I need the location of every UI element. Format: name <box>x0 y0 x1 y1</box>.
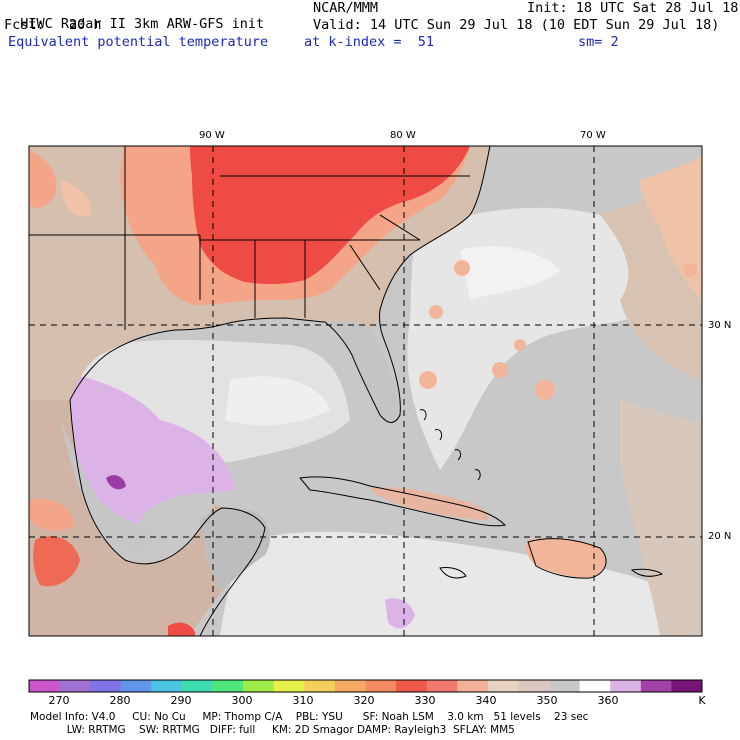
atlantic-white-region-2 <box>460 246 560 300</box>
caribbean-white-region <box>220 531 702 636</box>
atlantic-blob <box>454 260 470 276</box>
mexico-salmon-spot <box>30 498 75 532</box>
lon-label-90w: 90 W <box>199 130 225 141</box>
cuba-outline <box>299 476 507 527</box>
bahamas-outline <box>419 409 481 481</box>
lat-label-20n: 20 N <box>708 531 732 542</box>
lat-lon-grid <box>29 146 702 636</box>
colorbar-swatch <box>579 680 611 692</box>
colorbar-swatch <box>487 680 519 692</box>
colorbar-label: 330 <box>414 694 436 707</box>
atlantic-blob <box>514 339 526 351</box>
colorbar-swatch <box>518 680 550 692</box>
map-frame <box>28 145 703 637</box>
colorbar-swatch <box>365 680 397 692</box>
smoothing-info: sm= 2 <box>578 34 619 50</box>
peach-patch-nw <box>60 180 91 217</box>
jamaica-outline <box>439 567 467 579</box>
hispaniola-peach <box>526 537 606 578</box>
colorbar-swatch <box>426 680 458 692</box>
purple-spot <box>106 475 126 490</box>
atlantic-blob <box>535 380 555 400</box>
colorbar-label: 300 <box>231 694 253 707</box>
title-line: HIWC Radar II 3km ARW-GFS init <box>4 0 264 32</box>
mexico-red-spot <box>33 536 80 587</box>
mexico-gray <box>60 420 170 551</box>
atlantic-blob <box>419 371 437 389</box>
model-title: HIWC Radar II 3km ARW-GFS init <box>20 16 265 32</box>
colorbar-label: 320 <box>353 694 375 707</box>
model-info-line1: Model Info: V4.0 CU: No Cu MP: Thomp C/A… <box>30 711 589 723</box>
lon-label-80w: 80 W <box>390 130 416 141</box>
colorbar-swatch <box>151 680 183 692</box>
atlantic-blob <box>492 362 508 378</box>
state-lines <box>29 146 470 330</box>
colorbar-swatch <box>90 680 122 692</box>
level-info: at k-index = 51 <box>304 34 435 50</box>
atlantic-blob <box>429 305 443 319</box>
florida-land <box>325 321 398 425</box>
colorbar-swatch <box>671 680 703 692</box>
colorbar-swatch <box>457 680 489 692</box>
colorbar-swatch <box>59 680 91 692</box>
colorbar-swatch <box>640 680 672 692</box>
lavender-caribbean <box>385 598 415 629</box>
colorbar-swatch <box>304 680 336 692</box>
colorbar-swatch <box>396 680 428 692</box>
lavender-region <box>71 375 235 534</box>
colorbar-label: 270 <box>48 694 70 707</box>
colorbar-swatch <box>610 680 642 692</box>
mexico-land <box>29 400 260 636</box>
lat-label-30n: 30 N <box>708 320 732 331</box>
colorbar-swatch <box>120 680 152 692</box>
colorbar <box>28 679 703 693</box>
valid-time: Valid: 14 UTC Sun 29 Jul 18 (10 EDT Sun … <box>313 17 720 33</box>
east-peach-region <box>640 155 702 300</box>
model-info-line2: LW: RRTMG SW: RRTMG DIFF: full KM: 2D Sm… <box>30 724 515 736</box>
colorbar-frame <box>28 679 703 693</box>
mexico-coastline <box>69 399 266 636</box>
colorbar-label: 280 <box>109 694 131 707</box>
lon-label-70w: 70 W <box>580 130 606 141</box>
forecast-hour: Fcst: 20 h <box>4 17 102 33</box>
guatemala-red-spot <box>168 622 195 636</box>
colorbar-label: 340 <box>475 694 497 707</box>
colorbar-swatch <box>243 680 275 692</box>
gulf-white-region-2 <box>225 376 330 426</box>
us-gulf-coastline <box>69 146 491 423</box>
colorbar-label: 310 <box>292 694 314 707</box>
colorbar-swatch <box>549 680 581 692</box>
org-label: NCAR/MMM <box>313 0 379 16</box>
red-patch-west <box>30 150 57 208</box>
colorbar-swatch <box>181 680 214 692</box>
field-name: Equivalent potential temperature <box>8 34 269 50</box>
cuba-peach <box>370 487 489 520</box>
colorbar-swatch <box>212 680 244 692</box>
init-time: Init: 18 UTC Sat 28 Jul 18 <box>527 0 739 16</box>
yucatan-land <box>200 508 271 590</box>
puerto-rico-outline <box>630 568 664 577</box>
colorbar-label: 290 <box>170 694 192 707</box>
hispaniola-outline <box>527 538 607 579</box>
colorbar-label: 350 <box>536 694 558 707</box>
colorbar-swatch <box>29 680 61 692</box>
east-bottom-tan <box>620 400 702 636</box>
atlantic-blob <box>683 263 697 277</box>
colorbar-swatch <box>273 680 305 692</box>
warm-red-region <box>190 146 470 285</box>
colorbar-label: 360 <box>597 694 619 707</box>
colorbar-swatch <box>334 680 366 692</box>
colorbar-unit: K <box>698 694 706 707</box>
